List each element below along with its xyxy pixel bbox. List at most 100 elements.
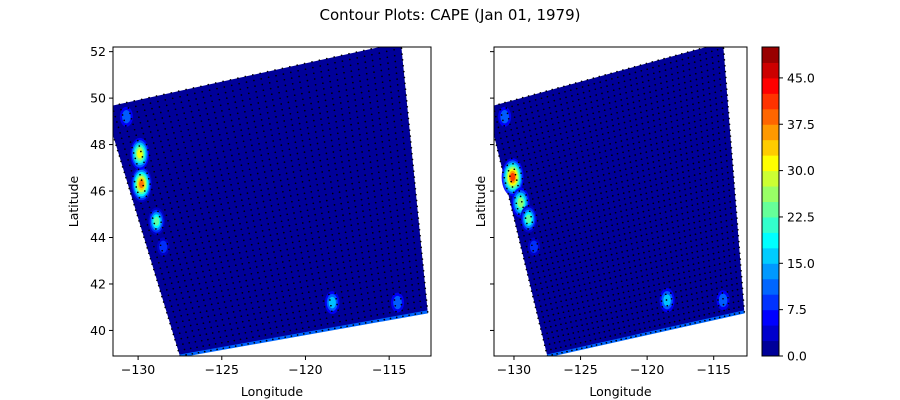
grid-point [630,207,633,210]
grid-point [608,102,611,104]
grid-point [288,224,291,227]
grid-point [715,222,717,225]
grid-point [679,242,682,245]
grid-point [515,225,517,228]
grid-point [364,120,367,123]
grid-point [529,187,532,189]
grid-point [600,343,603,345]
grid-point [409,266,412,269]
grid-point [672,232,675,235]
grid-point [550,204,553,207]
grid-point [212,199,214,201]
grid-point [638,258,641,261]
grid-point [237,217,240,220]
grid-point [637,252,640,255]
grid-point [212,257,215,259]
grid-point [524,188,526,191]
grid-point [223,156,226,158]
grid-point [156,279,158,282]
grid-point [401,190,403,193]
grid-point [556,352,558,355]
grid-point [627,220,629,223]
grid-point [367,90,370,92]
grid-point [284,84,287,87]
grid-point [711,294,714,297]
grid-point [343,308,346,310]
grid-point [320,324,323,326]
grid-point [616,223,619,225]
grid-point [669,286,671,289]
grid-point [694,67,697,69]
grid-point [327,328,330,331]
grid-point [183,228,186,230]
grid-point [124,148,126,150]
grid-point [616,76,619,79]
grid-point [313,166,316,169]
grid-point [279,249,282,252]
grid-point [500,166,503,168]
grid-point [690,240,692,243]
grid-point [204,327,206,330]
grid-point [674,197,676,199]
grid-point [658,324,661,326]
grid-point [570,159,573,161]
grid-point [681,58,684,61]
grid-point [261,259,263,261]
grid-point [613,94,616,97]
grid-point [359,139,362,142]
grid-point [379,289,382,292]
grid-point [233,287,236,290]
grid-point [565,322,567,325]
grid-point [635,335,637,337]
grid-point [553,244,556,247]
grid-point [299,169,302,172]
grid-point [548,343,551,345]
grid-point [241,233,244,236]
grid-point [578,255,580,258]
grid-point [222,115,225,118]
grid-point [172,213,175,215]
grid-point [692,49,695,52]
grid-point [689,74,691,77]
grid-point [190,110,193,113]
grid-point [562,259,565,262]
grid-point [360,198,363,201]
grid-point [508,198,511,201]
grid-point [687,116,690,119]
grid-point [159,192,162,195]
grid-point [534,128,537,130]
grid-point [181,164,184,167]
grid-point [204,224,206,226]
grid-point [234,200,236,203]
grid-point [213,204,216,207]
grid-point [680,159,683,162]
grid-point [715,162,717,165]
grid-point [210,193,213,196]
grid-point [242,204,244,207]
grid-point [418,288,420,291]
axes-frame [112,46,432,357]
grid-point [536,191,539,193]
grid-point [654,172,656,175]
grid-point [574,146,577,149]
grid-point [317,230,319,233]
grid-point [402,315,404,318]
grid-point [401,196,404,199]
grid-point [571,129,574,132]
grid-point [542,270,545,272]
grid-point [665,122,667,125]
grid-point [256,236,259,239]
grid-point [175,298,178,301]
grid-point [711,241,714,243]
grid-point [305,279,308,282]
grid-point [659,76,662,79]
grid-point [177,258,180,260]
grid-point [661,264,663,267]
grid-point [646,274,649,277]
grid-point [177,148,179,151]
grid-point [223,272,225,275]
grid-point [377,319,379,322]
grid-point [288,294,291,297]
grid-point [207,315,210,318]
grid-point [658,283,660,285]
